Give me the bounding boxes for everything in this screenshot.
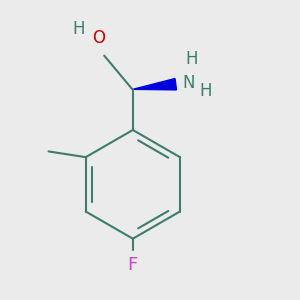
Text: H: H (185, 50, 198, 68)
Text: H: H (200, 82, 212, 100)
Text: N: N (182, 74, 195, 92)
Text: H: H (72, 20, 85, 38)
Text: O: O (92, 29, 105, 47)
Polygon shape (133, 79, 176, 90)
Text: F: F (128, 256, 138, 274)
